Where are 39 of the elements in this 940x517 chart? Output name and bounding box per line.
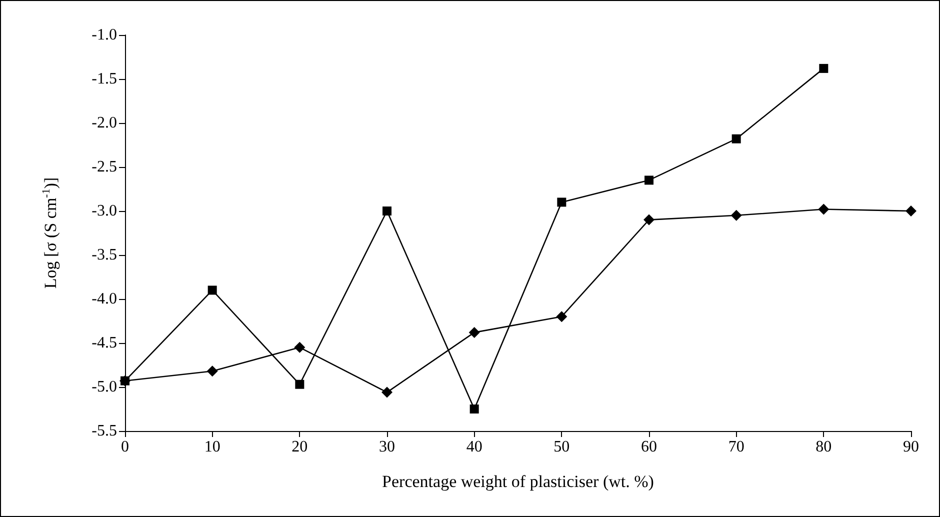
x-tick-label: 40 [466, 438, 482, 456]
y-tick-label: -4.0 [92, 290, 117, 308]
y-tick-label: -2.0 [92, 114, 117, 132]
x-tick-label: 0 [121, 438, 129, 456]
point [382, 386, 392, 398]
point [906, 206, 916, 216]
point [819, 64, 828, 73]
point [294, 342, 306, 353]
x-tick-label: 60 [641, 438, 657, 456]
x-tick-label: 70 [728, 438, 744, 456]
point [732, 134, 741, 144]
y-tick-label: -1.5 [92, 70, 117, 88]
x-tick-label: 80 [816, 438, 832, 456]
y-axis-title: Log [σ (S cm-1)] [40, 177, 60, 289]
y-tick-label: -2.5 [92, 158, 117, 176]
point [382, 206, 392, 216]
point [295, 380, 304, 389]
x-tick-label: 50 [554, 438, 570, 456]
point [557, 198, 566, 207]
x-tick-label: 10 [204, 438, 220, 456]
point [644, 176, 654, 185]
x-tick-label: 90 [903, 438, 919, 456]
y-tick-label: -5.5 [92, 422, 117, 440]
x-axis-title: Percentage weight of plasticiser (wt. %) [382, 472, 654, 491]
point [208, 286, 217, 295]
y-tick-label: -1.0 [92, 26, 117, 44]
y-tick-label: -3.0 [92, 202, 117, 220]
x-tick-label: 20 [292, 438, 308, 456]
y-tick-label: -5.0 [92, 378, 117, 396]
point [206, 366, 218, 377]
point [730, 210, 742, 221]
x-tick-label: 30 [379, 438, 395, 456]
point [556, 311, 568, 322]
point [644, 214, 654, 226]
point [470, 404, 479, 414]
y-tick-label: -4.5 [92, 334, 117, 352]
point [818, 204, 830, 215]
y-tick-label: -3.5 [92, 246, 117, 264]
point [468, 326, 480, 338]
